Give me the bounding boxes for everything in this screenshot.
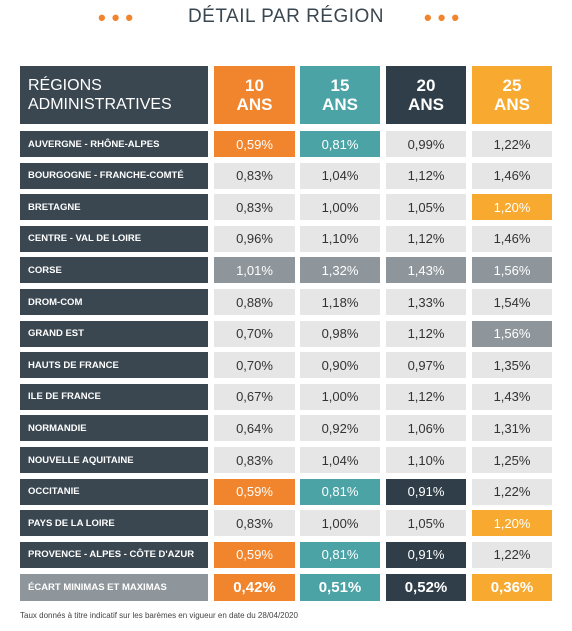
cell: 1,10%	[300, 225, 380, 252]
row-label: OCCITANIE	[20, 478, 208, 505]
footer-cell: 0,42%	[214, 574, 295, 602]
cell: 1,01%	[214, 257, 295, 284]
cell: 1,33%	[386, 289, 466, 315]
cell: 0,81%	[300, 541, 380, 568]
column-header: 10 ANS	[214, 66, 295, 124]
cell: 1,32%	[300, 257, 380, 284]
cell: 1,04%	[300, 162, 380, 189]
row-label: PAYS DE LA LOIRE	[20, 510, 208, 537]
cell: 1,00%	[300, 194, 380, 221]
cell: 0,90%	[300, 352, 380, 379]
footer-cell: 0,52%	[386, 574, 466, 602]
cell: 0,97%	[386, 352, 466, 379]
decor-dots: •••	[98, 5, 140, 30]
cell: 0,83%	[214, 162, 295, 189]
row-label: NOUVELLE AQUITAINE	[20, 447, 208, 473]
cell: 1,56%	[472, 320, 552, 347]
cell: 0,59%	[214, 131, 295, 157]
row-label: CENTRE - VAL DE LOIRE	[20, 225, 208, 252]
title: DÉTAIL PAR RÉGION	[187, 6, 385, 27]
footer-cell: 0,36%	[472, 574, 552, 602]
cell: 0,88%	[214, 289, 295, 315]
cell: 1,31%	[472, 415, 552, 442]
cell: 0,83%	[214, 194, 295, 221]
cell: 0,96%	[214, 225, 295, 252]
row-label: BOURGOGNE - FRANCHE-COMTÉ	[20, 162, 208, 189]
cell: 0,92%	[300, 415, 380, 442]
cell: 0,81%	[300, 478, 380, 505]
footer-label: ÉCART MINIMAS ET MAXIMAS	[20, 574, 208, 602]
cell: 1,43%	[386, 257, 466, 284]
row-label: CORSE	[20, 257, 208, 284]
row-label: AUVERGNE - RHÔNE-ALPES	[20, 131, 208, 157]
cell: 1,06%	[386, 415, 466, 442]
row-label: DROM-COM	[20, 289, 208, 315]
footer-cell: 0,51%	[300, 574, 380, 602]
column-header: 15 ANS	[300, 66, 380, 124]
cell: 0,81%	[300, 131, 380, 157]
column-header: RÉGIONS ADMINISTRATIVES	[20, 66, 208, 124]
cell: 1,05%	[386, 510, 466, 537]
cell: 1,12%	[386, 162, 466, 189]
cell: 1,43%	[472, 383, 552, 410]
row-label: GRAND EST	[20, 320, 208, 347]
cell: 1,22%	[472, 541, 552, 568]
row-label: PROVENCE - ALPES - CÔTE D'AZUR	[20, 541, 208, 568]
cell: 1,18%	[300, 289, 380, 315]
cell: 0,91%	[386, 478, 466, 505]
cell: 0,59%	[214, 478, 295, 505]
cell: 1,05%	[386, 194, 466, 221]
decor-dots: •••	[424, 5, 466, 30]
cell: 1,00%	[300, 510, 380, 537]
cell: 0,83%	[214, 447, 295, 473]
cell: 0,64%	[214, 415, 295, 442]
cell: 1,25%	[472, 447, 552, 473]
row-label: ILE DE FRANCE	[20, 383, 208, 410]
column-header: 25 ANS	[472, 66, 552, 124]
footnote: Taux donnés à titre indicatif sur les ba…	[20, 610, 298, 620]
cell: 1,22%	[472, 478, 552, 505]
cell: 1,12%	[386, 320, 466, 347]
cell: 0,99%	[386, 131, 466, 157]
cell: 1,10%	[386, 447, 466, 473]
cell: 1,20%	[472, 194, 552, 221]
cell: 0,70%	[214, 352, 295, 379]
cell: 1,12%	[386, 383, 466, 410]
cell: 0,59%	[214, 541, 295, 568]
row-label: NORMANDIE	[20, 415, 208, 442]
cell: 1,20%	[472, 510, 552, 537]
cell: 1,56%	[472, 257, 552, 284]
cell: 0,70%	[214, 320, 295, 347]
cell: 1,22%	[472, 131, 552, 157]
cell: 1,54%	[472, 289, 552, 315]
cell: 0,91%	[386, 541, 466, 568]
row-label: BRETAGNE	[20, 194, 208, 221]
cell: 1,35%	[472, 352, 552, 379]
cell: 1,12%	[386, 225, 466, 252]
cell: 1,46%	[472, 162, 552, 189]
column-header: 20 ANS	[386, 66, 466, 124]
cell: 0,98%	[300, 320, 380, 347]
cell: 0,83%	[214, 510, 295, 537]
row-label: HAUTS DE FRANCE	[20, 352, 208, 379]
cell: 1,04%	[300, 447, 380, 473]
cell: 0,67%	[214, 383, 295, 410]
cell: 1,46%	[472, 225, 552, 252]
cell: 1,00%	[300, 383, 380, 410]
